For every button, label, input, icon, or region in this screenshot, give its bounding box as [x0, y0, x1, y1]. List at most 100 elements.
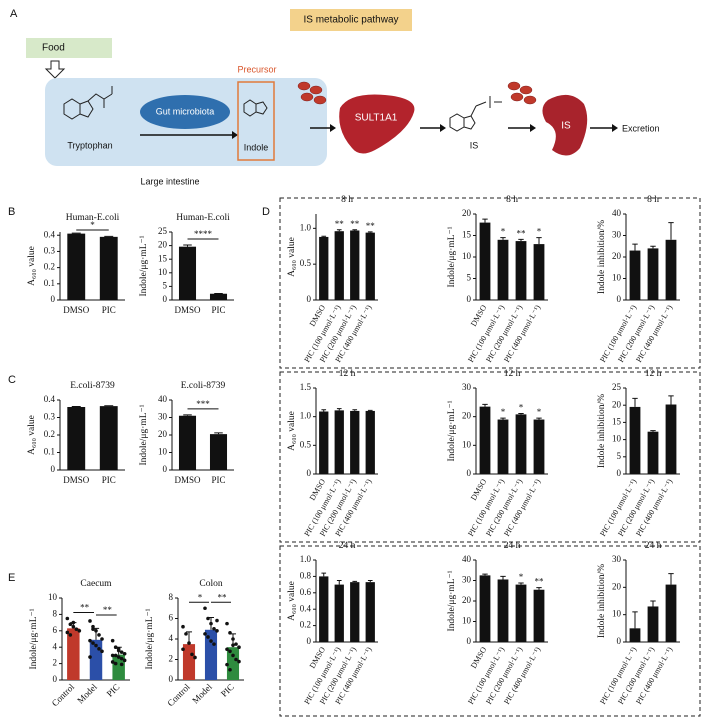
bar: [665, 584, 677, 642]
data-point: [119, 650, 124, 654]
data-point: [225, 662, 229, 667]
data-point: [74, 627, 79, 631]
bar: [350, 582, 360, 642]
y-tick-label: 1.5: [300, 382, 312, 392]
y-tick-label: 0.3: [44, 245, 56, 255]
bar: [479, 222, 491, 300]
chart-title: E.coli-8739: [70, 381, 115, 391]
bar: [515, 584, 527, 642]
error-bar: [668, 573, 674, 585]
bar: [665, 404, 677, 474]
y-tick-label: 0: [51, 294, 56, 304]
y-tick-label: 10: [48, 592, 58, 602]
data-point: [234, 642, 238, 646]
data-point: [228, 631, 232, 635]
panel-d-box: [279, 197, 701, 717]
large-intestine-label: Large intestine: [140, 176, 199, 186]
bar: [497, 579, 509, 642]
error-bar: [632, 397, 638, 407]
error-bar: [352, 229, 358, 231]
y-tick-label: 0: [163, 464, 168, 474]
y-axis-label: A₆₀₀ value: [27, 415, 37, 455]
down-arrow: [44, 60, 66, 79]
bar: [647, 606, 659, 642]
chart-title: Caecum: [80, 579, 112, 589]
y-axis-label: A₆₀₀ value: [27, 246, 37, 286]
bar: [67, 628, 80, 680]
y-tick-label: 0.2: [44, 262, 55, 272]
significance-star: **: [335, 219, 345, 229]
y-tick-label: 0.3: [44, 412, 56, 422]
y-tick-label: 0: [617, 294, 622, 304]
data-point: [100, 637, 104, 641]
significance-star: *: [501, 227, 506, 237]
bar: [99, 236, 118, 300]
error-bar: [650, 430, 656, 432]
error-bar: [536, 237, 542, 245]
y-axis-label: A₆₀₀ value: [287, 237, 297, 277]
bar: [647, 248, 659, 300]
bar: [647, 431, 659, 474]
significance-label: ***: [196, 399, 210, 409]
chart-title: 8 h: [506, 195, 518, 205]
data-point: [94, 643, 98, 648]
data-point: [181, 647, 185, 652]
data-point: [91, 627, 95, 631]
pathway-title: IS metabolic pathway: [303, 15, 398, 26]
error-bar: [650, 600, 656, 607]
significance-star: *: [519, 403, 524, 413]
indole-box: [237, 81, 275, 161]
y-tick-label: 30: [612, 230, 622, 240]
bar: [178, 246, 197, 300]
bar: [365, 232, 375, 300]
significance-label: **: [80, 603, 90, 613]
enzyme-label: SULT1A1: [355, 113, 398, 124]
y-tick-label: 0: [169, 674, 174, 684]
data-point: [119, 656, 124, 661]
bar: [533, 419, 545, 474]
y-tick-label: 6: [169, 613, 174, 623]
data-point: [237, 645, 241, 649]
y-tick-label: 5: [163, 280, 168, 290]
x-tick-label: DMSO: [63, 305, 90, 315]
y-axis-label: Indole/μg·mL⁻¹: [145, 608, 155, 669]
x-tick-label: DMSO: [174, 475, 201, 485]
error-bar: [352, 409, 358, 411]
data-point: [215, 618, 219, 623]
y-tick-label: 1.0: [300, 411, 312, 421]
data-point: [228, 667, 232, 672]
error-bar: [518, 413, 524, 415]
y-tick-label: 0.5: [300, 258, 312, 268]
arrow-head: [232, 131, 238, 139]
is-structure: [449, 96, 502, 132]
data-point: [225, 621, 229, 626]
data-point: [71, 620, 76, 625]
y-tick-label: 1.0: [300, 222, 312, 232]
error-bar: [336, 229, 342, 232]
significance-label: **: [103, 605, 113, 615]
y-axis-label: Indole/μg·mL⁻¹: [447, 570, 457, 631]
bar: [365, 582, 375, 642]
bar: [334, 231, 344, 300]
data-point: [181, 624, 185, 629]
chart-title: Colon: [199, 579, 222, 589]
panel-label: E: [8, 572, 15, 584]
y-tick-label: 10: [462, 251, 472, 261]
data-point: [206, 616, 210, 621]
y-tick-label: 10: [612, 434, 622, 444]
y-tick-label: 0.4: [300, 603, 312, 613]
y-tick-label: 0.8: [300, 570, 312, 580]
chart-title: 8 h: [647, 195, 659, 205]
bar: [479, 575, 491, 642]
data-point: [228, 649, 232, 654]
data-point: [110, 653, 115, 658]
is-label: IS: [470, 140, 479, 150]
error-bar: [518, 238, 524, 242]
bar: [319, 236, 329, 300]
significance-star: **: [350, 219, 360, 229]
error-bar: [668, 222, 674, 240]
bar: [350, 230, 360, 300]
y-tick-label: 1.0: [300, 554, 312, 564]
kidney-label: IS: [561, 121, 571, 132]
y-tick-label: 10: [158, 447, 168, 457]
